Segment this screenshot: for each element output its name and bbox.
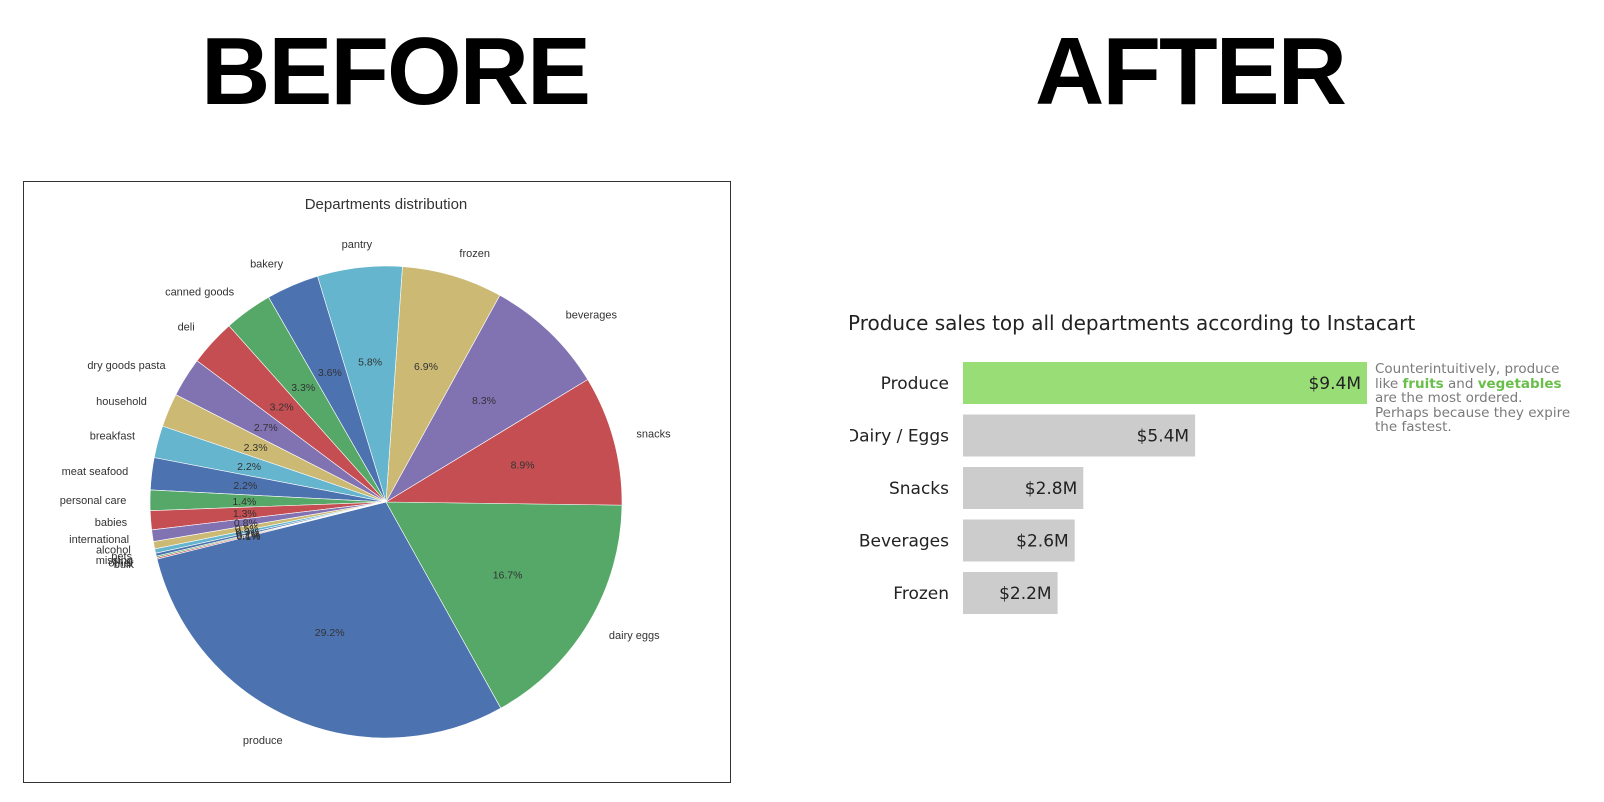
pie-percent-personal-care: 1.4% [232, 496, 256, 508]
bar-chart-title: Produce sales top all departments accord… [850, 311, 1415, 335]
pie-label-dairy-eggs: dairy eggs [609, 630, 660, 642]
bar-category-frozen: Frozen [893, 584, 949, 604]
pie-label-personal-care: personal care [60, 495, 127, 507]
pie-label-meat-seafood: meat seafood [62, 466, 129, 478]
pie-percent-beverages: 8.3% [472, 395, 496, 407]
pie-percent-household: 2.3% [244, 442, 268, 454]
pie-label-alcohol: alcohol [96, 545, 131, 557]
pie-percent-international: 0.8% [234, 517, 258, 529]
pie-label-breakfast: breakfast [90, 431, 135, 443]
note-text-3: are the most ordered. Perhaps because th… [1375, 390, 1571, 435]
pie-label-international: international [69, 534, 129, 546]
pie-label-beverages: beverages [566, 310, 618, 322]
bar-produce [963, 362, 1367, 404]
note-vegetables: vegetables [1477, 375, 1562, 392]
bar-category-beverages: Beverages [859, 532, 949, 552]
pie-percent-bulk: 0.1% [237, 531, 261, 543]
pie-percent-pantry: 5.8% [358, 356, 382, 368]
bar-chart-panel: Produce sales top all departments accord… [850, 300, 1590, 640]
pie-chart: Departments distribution 29.2% 16.7% 8.9% 8… [60, 196, 671, 747]
bar-value-snacks: $2.8M [1025, 479, 1078, 499]
pie-chart-panel: Departments distribution 29.2% 16.7% 8.9% 8… [23, 181, 731, 783]
pie-label-snacks: snacks [636, 429, 671, 441]
before-heading: BEFORE [200, 18, 591, 125]
pie-percent-produce: 29.2% [315, 627, 345, 639]
pie-percent-dry-goods-pasta: 2.7% [254, 422, 278, 434]
pie-percent-breakfast: 2.2% [237, 461, 261, 473]
pie-label-bulk: bulk [114, 559, 135, 571]
pie-percent-bakery: 3.6% [318, 367, 342, 379]
pie-label-bakery: bakery [250, 259, 284, 271]
bar-category-produce: Produce [881, 374, 949, 394]
pie-label-household: household [96, 396, 147, 408]
pie-percent-deli: 3.2% [270, 401, 294, 413]
pie-label-dry-goods-pasta: dry goods pasta [87, 360, 166, 372]
pie-chart-title: Departments distribution [305, 196, 468, 213]
pie-percent-labels: 29.2% 16.7% 8.9% 8.3% 6.9% 5.8% 3.6%3.3% 3.2% 2.… [232, 356, 534, 639]
pie-label-pantry: pantry [342, 239, 373, 251]
pie-label-other: other [108, 557, 133, 569]
bar-dairy-eggs [963, 414, 1196, 457]
pie-label-canned-goods: canned goods [165, 286, 235, 298]
pie-slice-labels: produce dairy eggs snacks beverages frozen pa… [60, 239, 671, 747]
pie-percent-other: 0.1% [236, 530, 260, 542]
bar-category-dairy-eggs: Dairy / Eggs [850, 427, 949, 447]
note-fruits: fruits [1402, 375, 1444, 392]
pie-label-produce: produce [243, 735, 283, 747]
bar-value-beverages: $2.6M [1016, 532, 1069, 552]
annotation-note: Counterintuitively, produce like fruits … [1375, 362, 1575, 435]
pie-percent-alcohol: 0.5% [235, 523, 259, 535]
pie-slice-dairy-eggs [385, 501, 623, 709]
pie-label-frozen: frozen [459, 248, 490, 260]
pie-percent-pets: 0.3% [236, 527, 260, 539]
bar-category-snacks: Snacks [889, 479, 949, 499]
bar-value-produce: $9.4M [1308, 374, 1361, 394]
pie-percent-babies: 1.3% [233, 508, 257, 520]
bar-beverages [963, 519, 1075, 562]
bar-frozen [963, 572, 1058, 614]
bar-snacks [963, 467, 1084, 509]
note-text-1: Counterintuitively, produce like [1375, 361, 1560, 392]
pie-label-deli: deli [178, 322, 195, 334]
pie-percent-missing: 0.2% [236, 529, 260, 541]
pie-percent-snacks: 8.9% [511, 460, 535, 472]
bar-value-frozen: $2.2M [999, 584, 1052, 604]
pie-percent-canned-goods: 3.3% [291, 382, 315, 394]
note-text-2: and [1443, 375, 1478, 392]
pie-label-pets: pets [111, 551, 132, 563]
pie-slice-snacks [384, 379, 623, 506]
pie-percent-dairy-eggs: 16.7% [493, 570, 523, 582]
pie-slice-produce [156, 501, 502, 739]
pie-percent-frozen: 6.9% [414, 361, 438, 373]
bar-group: Produce $9.4M Dairy / Eggs $5.4M Snacks $2.8M… [850, 362, 1367, 614]
pie-percent-meat-seafood: 2.2% [233, 480, 257, 492]
pie-label-babies: babies [95, 517, 128, 529]
pie-slices [149, 265, 623, 739]
bar-chart: Produce sales top all departments accord… [850, 311, 1415, 614]
after-heading: AFTER [1035, 18, 1347, 125]
bar-value-dairy-eggs: $5.4M [1137, 427, 1190, 447]
pie-label-missing: missing [96, 555, 133, 567]
pie-slice-bulk [156, 501, 387, 560]
pie-slice-beverages [385, 294, 589, 503]
